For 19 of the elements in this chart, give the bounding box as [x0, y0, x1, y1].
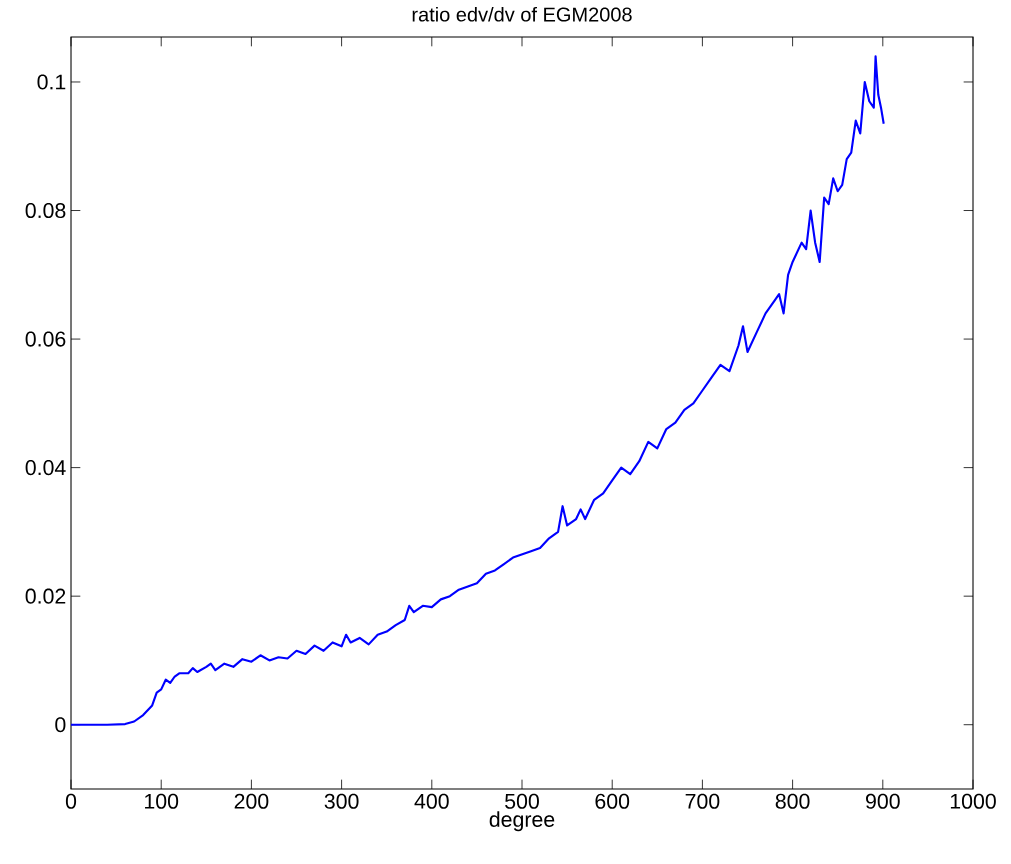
x-tick-label: 800 — [775, 793, 810, 809]
x-tick-label: 900 — [866, 793, 900, 809]
y-tick-label: 0 — [55, 717, 66, 733]
chart-title: ratio edv/dv of EGM2008 — [412, 6, 632, 22]
x-axis-title: degree — [489, 811, 555, 832]
x-tick-label: 200 — [234, 793, 269, 809]
x-tick-label: 700 — [685, 793, 720, 809]
y-tick-label: 0.04 — [25, 460, 66, 476]
x-tick-label: 0 — [65, 793, 77, 809]
x-tick-label: 600 — [595, 793, 630, 809]
x-tick-label: 100 — [145, 793, 179, 809]
x-tick-label: 300 — [324, 793, 359, 809]
y-tick-label: 0.02 — [25, 588, 66, 604]
x-tick-label: 500 — [505, 793, 539, 809]
y-tick-label: 0.08 — [25, 202, 66, 219]
y-tick-label: 0.06 — [25, 331, 66, 347]
x-tick-label: 400 — [414, 793, 449, 809]
x-tick-label: 1000 — [950, 793, 996, 809]
y-tick-label: 0.1 — [37, 74, 66, 90]
